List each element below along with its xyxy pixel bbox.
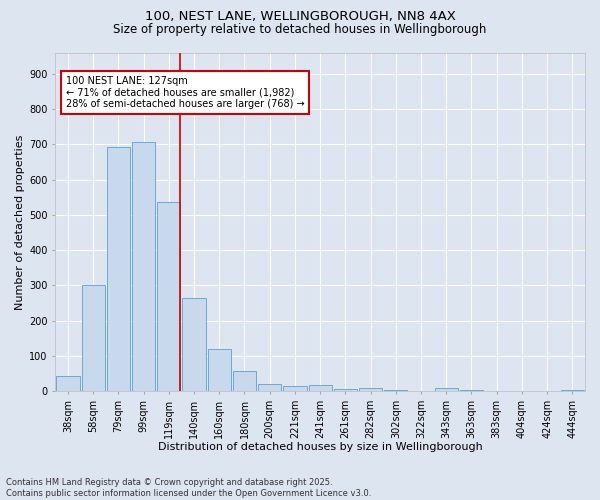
- Bar: [334, 389, 357, 392]
- Bar: [561, 390, 584, 392]
- Bar: [107, 146, 130, 392]
- Text: Size of property relative to detached houses in Wellingborough: Size of property relative to detached ho…: [113, 22, 487, 36]
- Bar: [460, 390, 483, 392]
- Text: 100 NEST LANE: 127sqm
← 71% of detached houses are smaller (1,982)
28% of semi-d: 100 NEST LANE: 127sqm ← 71% of detached …: [66, 76, 305, 110]
- Bar: [359, 388, 382, 392]
- Bar: [485, 390, 508, 392]
- Bar: [233, 371, 256, 392]
- Bar: [258, 384, 281, 392]
- Bar: [56, 376, 80, 392]
- Bar: [434, 388, 458, 392]
- Bar: [182, 298, 206, 392]
- Y-axis label: Number of detached properties: Number of detached properties: [15, 134, 25, 310]
- X-axis label: Distribution of detached houses by size in Wellingborough: Distribution of detached houses by size …: [158, 442, 482, 452]
- Text: 100, NEST LANE, WELLINGBOROUGH, NN8 4AX: 100, NEST LANE, WELLINGBOROUGH, NN8 4AX: [145, 10, 455, 23]
- Bar: [283, 386, 307, 392]
- Bar: [384, 390, 407, 392]
- Bar: [308, 386, 332, 392]
- Text: Contains HM Land Registry data © Crown copyright and database right 2025.
Contai: Contains HM Land Registry data © Crown c…: [6, 478, 371, 498]
- Bar: [157, 202, 181, 392]
- Bar: [208, 349, 231, 392]
- Bar: [132, 142, 155, 392]
- Bar: [82, 286, 105, 392]
